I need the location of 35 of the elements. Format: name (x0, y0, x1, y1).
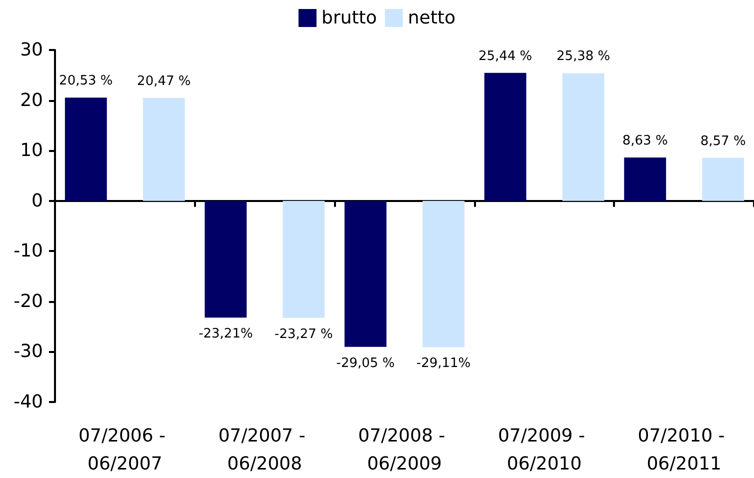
bar (562, 73, 604, 201)
y-tick-label: -20 (14, 290, 43, 312)
bar (282, 200, 325, 318)
data-label: 25,38 % (556, 49, 610, 64)
x-tick-label: 07/2009 - 06/2010 (498, 426, 591, 474)
data-label: 25,44 % (478, 48, 532, 64)
y-tick-label: 30 (20, 40, 43, 60)
data-label: 8,57 % (700, 134, 746, 149)
data-label: -23,21% (198, 326, 253, 342)
data-label: -29,05 % (336, 356, 395, 371)
data-label: 8,63 % (622, 133, 668, 148)
bar (702, 158, 744, 201)
y-tick-label: -30 (14, 341, 43, 362)
y-tick-label: -10 (14, 240, 43, 262)
legend-label: netto (408, 8, 456, 28)
bar (484, 72, 526, 201)
y-tick-label: 0 (32, 190, 43, 212)
x-tick-label: 07/2006 - 06/2007 (78, 426, 172, 474)
data-label: -23,27 % (274, 326, 333, 342)
bar (624, 157, 666, 201)
data-label: -29,11% (416, 356, 471, 372)
bar (344, 200, 386, 347)
legend-label: brutto (322, 8, 377, 28)
bar (204, 200, 247, 318)
y-tick-label: 10 (20, 140, 43, 162)
bar (422, 200, 464, 348)
x-tick-label: 07/2010 - 06/2011 (638, 426, 730, 474)
bar (142, 98, 185, 201)
y-tick-label: -40 (14, 392, 43, 412)
x-tick-label: 07/2007 - 06/2008 (218, 426, 312, 474)
data-label: 20,47 % (137, 74, 191, 89)
x-tick-label: 07/2008 - 06/2009 (358, 426, 451, 474)
data-label: 20,53 % (59, 74, 113, 89)
y-tick-label: 20 (20, 90, 43, 111)
bar (64, 98, 107, 201)
